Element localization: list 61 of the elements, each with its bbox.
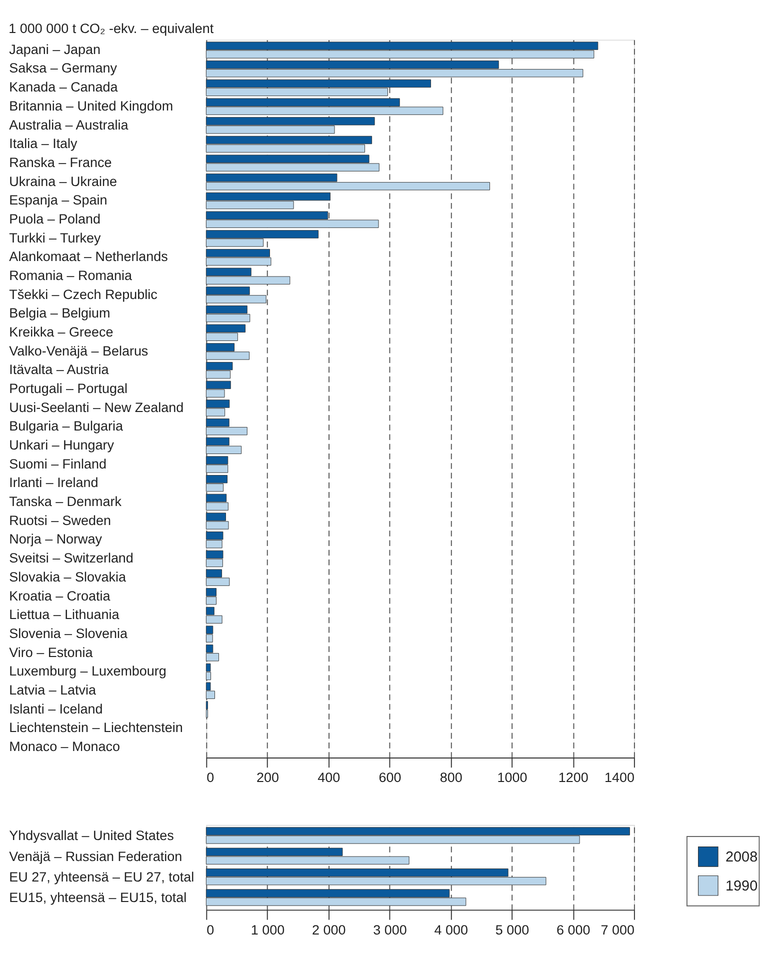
- y-tick-label: Liechtenstein – Liechtenstein: [9, 720, 183, 736]
- y-tick-label: Britannia – United Kingdom: [9, 98, 174, 114]
- y-tick-label: Uusi-Seelanti – New Zealand: [9, 400, 184, 415]
- y-tick-label: EU15, yhteensä – EU15, total: [9, 890, 187, 906]
- y-tick-label: Ranska – France: [9, 154, 112, 170]
- y-tick-label: Kreikka – Greece: [9, 324, 114, 340]
- chart-title: 1 000 000 t CO₂ -ekv. – equivalent: [8, 20, 214, 36]
- x-tick-label: 6 000: [556, 922, 590, 938]
- legend-label: 1990: [725, 878, 758, 894]
- y-tick-label: Islanti – Iceland: [9, 701, 103, 716]
- y-tick-label: Suomi – Finland: [9, 456, 106, 472]
- x-tick-label: 1 000: [250, 922, 285, 938]
- y-tick-label: Norja – Norway: [9, 532, 102, 547]
- x-tick-label: 1400: [604, 770, 634, 786]
- y-tick-label: Japani – Japan: [9, 42, 101, 57]
- x-tick-label: 0: [206, 770, 214, 786]
- x-tick-label: 600: [378, 770, 402, 786]
- x-tick-label: 800: [440, 770, 462, 786]
- y-tick-label: Luxemburg – Luxembourg: [9, 664, 166, 679]
- x-tick-label: 1000: [497, 770, 528, 786]
- y-tick-label: Portugali – Portugal: [9, 381, 128, 396]
- y-tick-label: Valko-Venäjä – Belarus: [9, 343, 148, 358]
- x-tick-label: 400: [318, 770, 340, 786]
- x-tick-label: 3 000: [373, 922, 407, 938]
- y-tick-label: Sveitsi – Switzerland: [9, 550, 134, 566]
- y-tick-label: Tšekki – Czech Republic: [9, 286, 158, 302]
- x-tick-label: 0: [206, 922, 214, 938]
- x-tick-label: 1200: [558, 770, 588, 786]
- x-tick-label: 4 000: [434, 922, 468, 938]
- y-tick-label: Australia – Australia: [9, 117, 129, 132]
- y-tick-label: Monaco – Monaco: [9, 738, 120, 754]
- x-tick-label: 2 000: [312, 922, 346, 938]
- y-tick-label: Itävalta – Austria: [9, 362, 110, 378]
- y-tick-label: Romania – Romania: [9, 268, 132, 283]
- y-tick-label: Irlanti – Ireland: [9, 475, 98, 490]
- y-tick-label: Venäjä – Russian Federation: [9, 848, 182, 864]
- y-tick-label: Ukraina – Ukraine: [9, 174, 117, 189]
- y-tick-label: Yhdysvallat – United States: [9, 828, 174, 844]
- y-tick-label: Tanska – Denmark: [9, 494, 122, 510]
- y-tick-label: Kroatia – Croatia: [9, 588, 111, 604]
- y-tick-label: EU 27, yhteensä – EU 27, total: [9, 870, 194, 885]
- y-tick-label: Slovenia – Slovenia: [9, 626, 128, 641]
- y-tick-label: Bulgaria – Bulgaria: [9, 418, 124, 434]
- y-tick-label: Latvia – Latvia: [9, 682, 97, 698]
- y-tick-label: Slovakia – Slovakia: [9, 569, 126, 584]
- y-tick-label: Espanja – Spain: [9, 192, 108, 208]
- y-tick-label: Unkari – Hungary: [9, 438, 114, 453]
- x-tick-label: 7 000: [600, 922, 634, 938]
- x-tick-label: 5 000: [495, 922, 530, 938]
- y-tick-label: Belgia – Belgium: [9, 306, 110, 321]
- y-tick-label: Viro – Estonia: [9, 644, 94, 660]
- y-tick-label: Italia – Italy: [9, 136, 78, 152]
- x-tick-label: 200: [256, 770, 280, 786]
- y-tick-label: Turkki – Turkey: [9, 230, 101, 246]
- y-tick-label: Liettua – Lithuania: [9, 607, 120, 622]
- y-tick-label: Puola – Poland: [9, 211, 101, 226]
- y-tick-label: Saksa – Germany: [9, 60, 118, 76]
- y-tick-label: Alankomaat – Netherlands: [9, 249, 168, 264]
- y-tick-label: Ruotsi – Sweden: [9, 512, 111, 528]
- legend-label: 2008: [725, 850, 758, 866]
- y-tick-label: Kanada – Canada: [9, 80, 118, 95]
